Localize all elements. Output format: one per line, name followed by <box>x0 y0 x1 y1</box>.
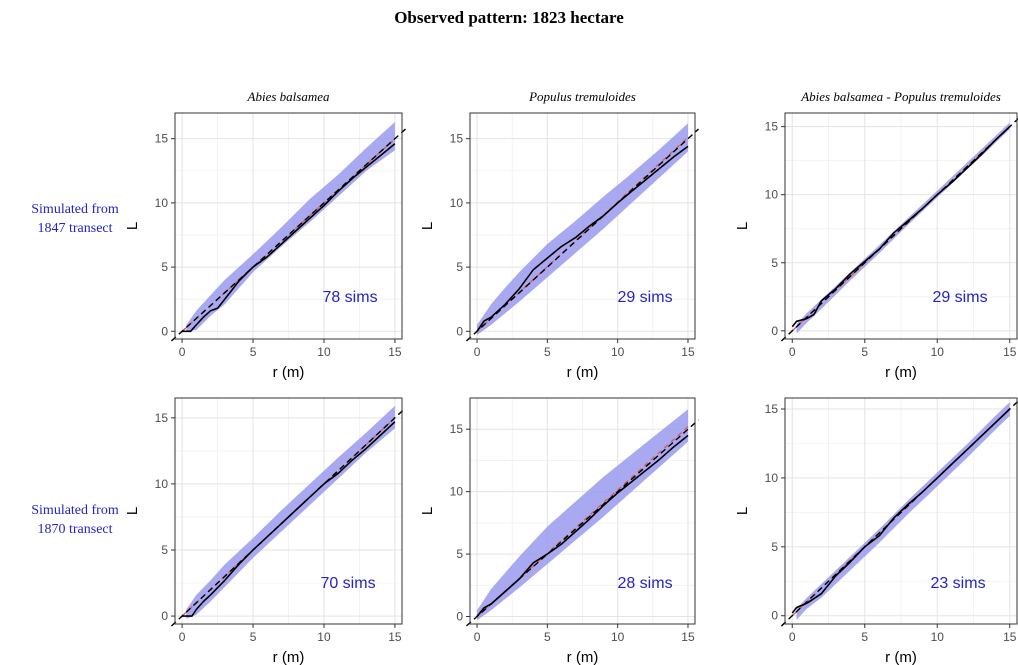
sims-count-label: 70 sims <box>320 575 375 592</box>
y-tick-label: 15 <box>450 422 464 436</box>
x-tick-label: 15 <box>388 630 402 644</box>
x-tick-label: 0 <box>474 630 481 644</box>
y-axis-label: L <box>734 222 751 230</box>
panel-6: 0 5 10 15 0 5 10 15 r (m) L 23 sims <box>734 398 1018 665</box>
y-tick-label: 5 <box>456 260 463 274</box>
x-tick-label: 0 <box>789 345 796 359</box>
y-tick-label: 0 <box>771 324 778 338</box>
y-axis-label: L <box>419 507 436 515</box>
x-tick-label: 5 <box>250 630 257 644</box>
x-tick-label: 5 <box>544 345 551 359</box>
y-tick-label: 10 <box>155 196 169 210</box>
x-tick-label: 0 <box>789 630 796 644</box>
y-tick-label: 10 <box>155 477 169 491</box>
x-tick-label: 15 <box>681 345 695 359</box>
x-tick-label: 15 <box>681 630 695 644</box>
x-tick-label: 10 <box>317 345 331 359</box>
x-axis-label: r (m) <box>273 364 305 381</box>
x-tick-label: 10 <box>931 345 945 359</box>
y-tick-label: 0 <box>456 610 463 624</box>
y-tick-label: 0 <box>161 324 168 338</box>
y-tick-label: 0 <box>456 324 463 338</box>
x-tick-label: 10 <box>611 345 625 359</box>
x-axis-label: r (m) <box>885 364 917 381</box>
y-tick-label: 15 <box>155 132 169 146</box>
sims-count-label: 78 sims <box>322 289 377 306</box>
panel-title: Abies balsamea - Populus tremuloides <box>800 89 1001 104</box>
y-tick-label: 10 <box>765 471 779 485</box>
panel-title: Populus tremuloides <box>528 89 636 104</box>
x-tick-label: 0 <box>474 345 481 359</box>
y-tick-label: 10 <box>765 188 779 202</box>
panel-5: 0 5 10 15 0 5 10 15 r (m) L 28 sims <box>419 398 699 665</box>
y-tick-label: 15 <box>765 120 779 134</box>
x-tick-label: 0 <box>179 630 186 644</box>
x-tick-label: 10 <box>611 630 625 644</box>
y-tick-label: 10 <box>450 485 464 499</box>
x-axis-label: r (m) <box>567 364 599 381</box>
panel-title: Abies balsamea <box>247 89 330 104</box>
sims-count-label: 29 sims <box>932 289 987 306</box>
x-tick-label: 5 <box>861 345 868 359</box>
y-tick-label: 0 <box>771 609 778 623</box>
panel-4: 0 5 10 15 0 5 10 15 r (m) L 70 sims <box>124 398 406 665</box>
y-axis-label: L <box>734 507 751 515</box>
y-tick-label: 15 <box>765 402 779 416</box>
x-tick-label: 15 <box>388 345 402 359</box>
x-tick-label: 15 <box>1003 345 1017 359</box>
panel-2: 0 5 10 15 0 5 10 15 r (m) L Populus tremuloides 29 … <box>419 89 699 381</box>
x-axis-label: r (m) <box>885 649 917 665</box>
y-tick-label: 15 <box>450 132 464 146</box>
y-tick-label: 0 <box>161 609 168 623</box>
x-axis-label: r (m) <box>273 649 305 665</box>
sims-count-label: 23 sims <box>930 575 985 592</box>
x-tick-label: 5 <box>861 630 868 644</box>
x-tick-label: 5 <box>250 345 257 359</box>
sims-count-label: 29 sims <box>617 289 672 306</box>
y-tick-label: 5 <box>161 543 168 557</box>
x-tick-label: 10 <box>931 630 945 644</box>
x-tick-label: 5 <box>544 630 551 644</box>
y-tick-label: 10 <box>450 196 464 210</box>
x-axis-label: r (m) <box>567 649 599 665</box>
y-tick-label: 5 <box>456 547 463 561</box>
sims-count-label: 28 sims <box>617 575 672 592</box>
panel-3: 0 5 10 15 0 5 10 15 r (m) L Abies balsamea - Popul… <box>734 89 1018 381</box>
y-axis-label: L <box>124 222 141 230</box>
y-axis-label: L <box>419 222 436 230</box>
y-tick-label: 5 <box>161 260 168 274</box>
y-tick-label: 5 <box>771 540 778 554</box>
y-tick-label: 5 <box>771 256 778 270</box>
x-tick-label: 15 <box>1003 630 1017 644</box>
x-tick-label: 0 <box>179 345 186 359</box>
x-tick-label: 10 <box>317 630 331 644</box>
y-axis-label: L <box>124 507 141 515</box>
y-tick-label: 15 <box>155 411 169 425</box>
panel-1: 0 5 10 15 0 5 10 15 r (m) L Abies balsamea 78 sims <box>124 89 406 381</box>
